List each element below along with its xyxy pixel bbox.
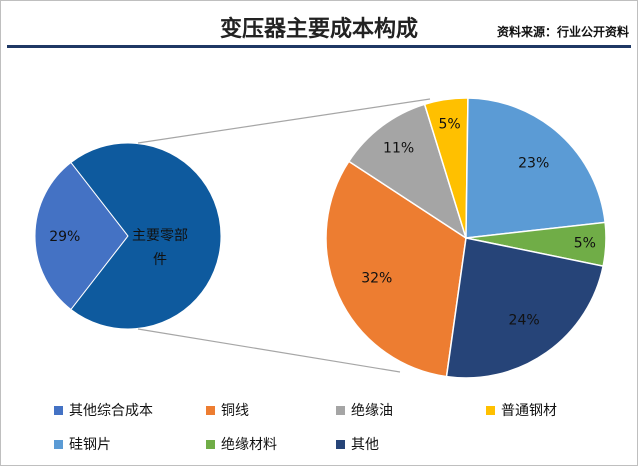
secondary-slice	[347, 103, 468, 240]
secondary-slice	[465, 97, 606, 239]
legend-item: 普通钢材	[486, 400, 557, 420]
data-label: 5%	[439, 116, 461, 132]
data-label: 5%	[574, 235, 596, 251]
legend-label: 硅钢片	[69, 437, 111, 453]
primary-slice	[34, 161, 129, 311]
connector-line-top	[137, 98, 431, 144]
primary-slice	[70, 142, 222, 330]
data-label: 32%	[361, 270, 392, 286]
legend-swatch	[206, 405, 215, 415]
data-label: 23%	[518, 155, 549, 171]
legend-item: 其他综合成本	[54, 400, 153, 420]
source-note: 资料来源：行业公开资料	[496, 25, 629, 39]
secondary-slice	[445, 237, 605, 379]
legend-item: 硅钢片	[54, 434, 111, 454]
legend-swatch	[336, 405, 345, 415]
legend-swatch	[206, 439, 215, 449]
legend-swatch	[486, 405, 495, 415]
data-label: 24%	[509, 312, 540, 328]
legend-item: 铜线	[206, 400, 249, 420]
legend-label: 绝缘材料	[221, 437, 277, 453]
category-label: 件	[153, 252, 167, 268]
data-label: 29%	[49, 229, 80, 245]
legend-label: 绝缘油	[351, 403, 393, 419]
connector-line-bottom	[137, 328, 401, 373]
legend-swatch	[54, 405, 63, 415]
legend-label: 普通钢材	[501, 403, 557, 419]
category-label: 主要零部	[132, 228, 188, 244]
legend-label: 铜线	[221, 403, 249, 419]
legend-label: 其他综合成本	[69, 403, 153, 419]
legend-item: 其他	[336, 434, 379, 454]
legend-item: 绝缘材料	[206, 434, 277, 454]
legend-swatch	[336, 439, 345, 449]
chart-title: 变压器主要成本构成	[219, 16, 418, 42]
legend-swatch	[54, 439, 63, 449]
chart-header: 变压器主要成本构成 资料来源：行业公开资料	[7, 5, 631, 48]
data-label: 11%	[383, 141, 414, 157]
legend-item: 绝缘油	[336, 400, 393, 420]
legend-label: 其他	[351, 437, 379, 453]
